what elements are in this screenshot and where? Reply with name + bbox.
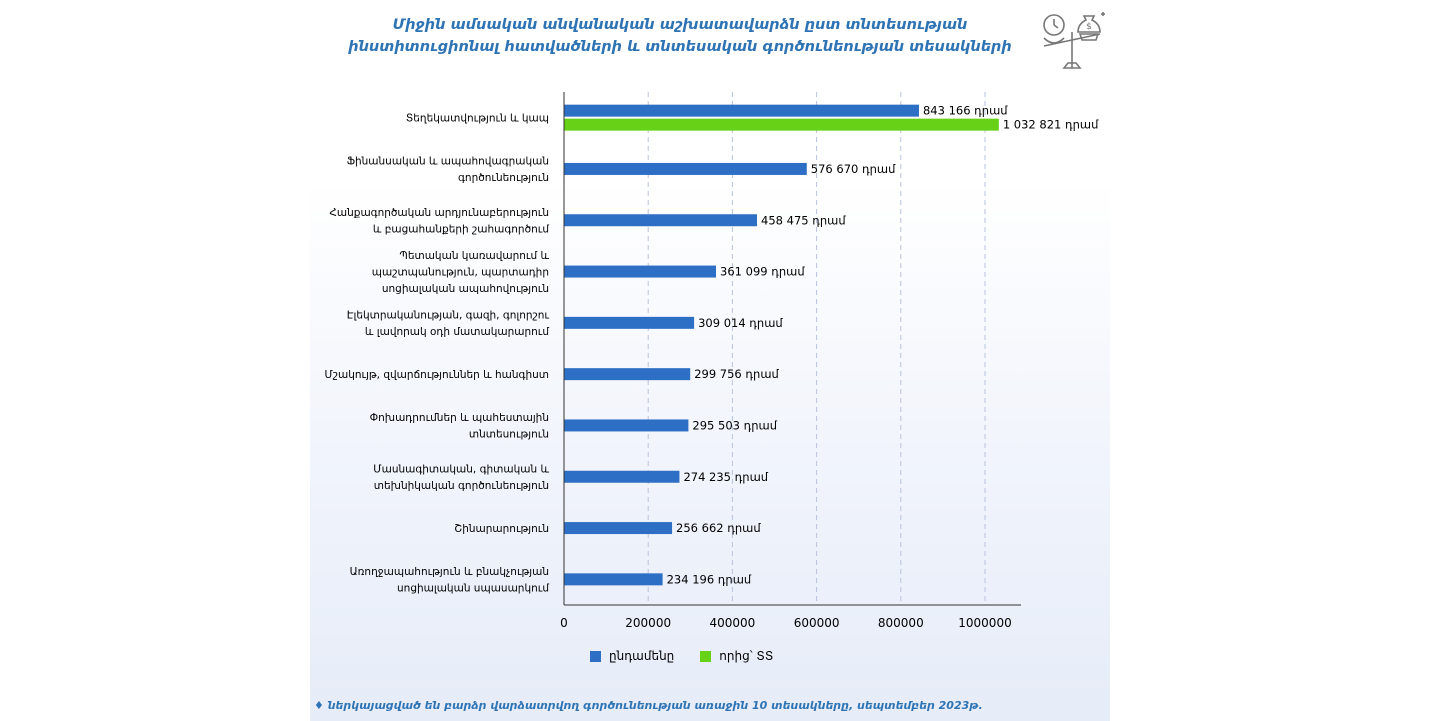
data-label-total-0: 843 166 դրամ	[923, 104, 1008, 118]
chart-legend: ընդամենը որից՝ ՏՏ	[590, 649, 773, 663]
bar-total-6	[564, 419, 689, 432]
category-label-2-0: Հանքագործական արդյունաբերություն	[329, 207, 549, 219]
bar-total-0	[564, 104, 919, 117]
category-label-1-1: գործունեություն	[458, 172, 549, 184]
x-tick-label-0: 0	[560, 616, 568, 630]
category-label-9-0: Առողջապահություն և բնակչության	[350, 566, 549, 578]
data-label-total-2: 458 475 դրամ	[761, 213, 846, 227]
footnote: ♦ ներկայացված են բարձր վարձատրվող գործու…	[314, 699, 983, 712]
data-label-total-8: 256 662 դրամ	[676, 521, 761, 535]
category-label-7-0: Մասնագիտական, գիտական և	[373, 464, 549, 476]
svg-text:$: $	[1086, 22, 1092, 32]
data-label-total-7: 274 235 դրամ	[683, 470, 768, 484]
legend-swatch-it	[700, 650, 712, 662]
category-label-4-0: Էլեկտրականության, գազի, գոլորշու	[347, 310, 550, 322]
bar-total-7	[564, 470, 680, 483]
category-label-3-0: Պետական կառավարում և	[399, 250, 549, 262]
legend-label-it: որից՝ ՏՏ	[719, 649, 774, 663]
bar-total-5	[564, 368, 691, 381]
bar-total-8	[564, 522, 673, 535]
data-label-total-4: 309 014 դրամ	[698, 316, 783, 330]
data-label-total-5: 299 756 դրամ	[694, 367, 779, 381]
bar-it-0	[564, 118, 999, 131]
x-tick-label-4: 800000	[878, 616, 924, 630]
x-tick-label-1: 200000	[625, 616, 671, 630]
category-label-1-0: Ֆինանսական և ապահովագրական	[347, 156, 549, 168]
category-label-2-1: և բացահանքերի շահագործում	[373, 224, 549, 236]
category-label-5-0: Մշակույթ, զվարճություններ և հանգիստ	[324, 369, 549, 381]
legend-label-total: ընդամենը	[609, 649, 675, 663]
data-label-total-9: 234 196 դրամ	[667, 572, 752, 586]
category-label-3-1: պաշտպանություն, պարտադիր	[372, 267, 549, 279]
x-tick-label-3: 600000	[794, 616, 840, 630]
category-label-7-1: տեխնիկական գործունեություն	[374, 480, 549, 492]
x-tick-label-5: 1000000	[958, 616, 1011, 630]
legend-item-total: ընդամենը	[590, 649, 674, 663]
legend-swatch-total	[590, 650, 601, 662]
chart-title-line-1: Միջին ամսական անվանական աշխատավարձն ըստ …	[392, 17, 968, 33]
bar-total-3	[564, 265, 717, 278]
data-label-total-6: 295 503 դրամ	[692, 418, 777, 432]
category-label-9-1: սոցիալական սպասարկում	[397, 583, 549, 595]
data-label-total-1: 576 670 դրամ	[811, 162, 896, 176]
category-label-8-0: Շինարարություն	[454, 523, 549, 535]
bar-total-4	[564, 316, 695, 329]
data-label-total-3: 361 099 դրամ	[720, 265, 805, 279]
category-label-6-1: տնտեսություն	[469, 429, 549, 441]
chart-title-line-2: ինստիտուցիոնալ հատվածների և տնտեսական գո…	[348, 39, 1012, 55]
bar-total-2	[564, 214, 758, 227]
category-label-6-0: Փոխադրումներ և պահեստային	[370, 412, 549, 424]
category-label-4-1: և լավորակ օդի մատակարարում	[365, 326, 549, 338]
chart-title: Միջին ամսական անվանական աշխատավարձն ըստ …	[330, 14, 1030, 58]
category-label-0-0: Տեղեկատվություն և կապ	[406, 113, 549, 125]
category-label-3-2: սոցիալական ապահովություն	[382, 283, 549, 295]
x-tick-label-2: 400000	[709, 616, 755, 630]
balance-scale-clock-money-icon: $	[1043, 12, 1105, 69]
bar-total-9	[564, 573, 663, 586]
data-label-it-0: 1 032 821 դրամ	[1003, 118, 1099, 132]
bar-total-1	[564, 162, 807, 175]
legend-item-it: որից՝ ՏՏ	[700, 649, 773, 663]
